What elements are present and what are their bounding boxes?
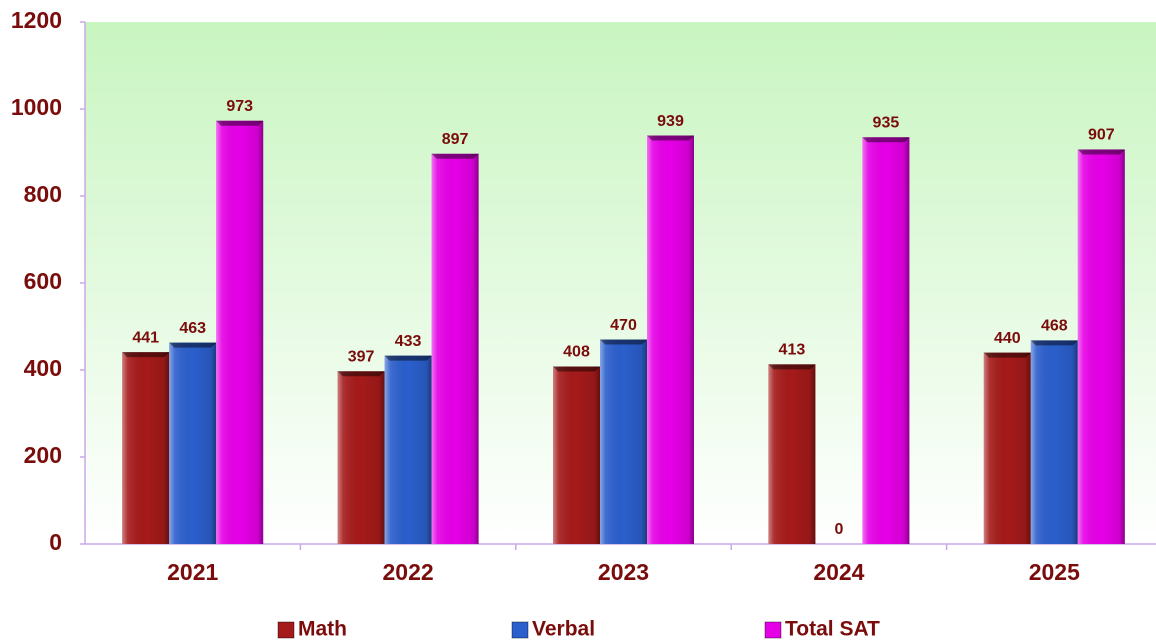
- data-label: 441: [132, 329, 159, 346]
- legend-swatch: [764, 621, 782, 639]
- x-tick-label: 2022: [383, 559, 434, 585]
- bar-cap: [1030, 340, 1078, 346]
- bar-shine: [1077, 149, 1125, 544]
- bar-cap: [1077, 149, 1125, 155]
- data-label: 973: [226, 98, 253, 115]
- data-label: 408: [563, 344, 590, 361]
- data-label: 0: [834, 521, 843, 538]
- bar-shine: [1030, 340, 1078, 544]
- bar-shine: [647, 135, 694, 544]
- legend-label: Verbal: [532, 618, 595, 640]
- x-tick-label: 2024: [813, 559, 864, 585]
- y-tick-label: 600: [24, 268, 62, 294]
- data-label: 413: [779, 342, 806, 359]
- y-tick-label: 800: [24, 181, 62, 207]
- data-label: 433: [395, 333, 422, 350]
- bar-cap: [122, 352, 170, 358]
- legend-label: Math: [298, 618, 347, 640]
- data-label: 397: [348, 349, 375, 366]
- data-label: 939: [657, 113, 684, 130]
- bar-cap: [600, 339, 647, 345]
- legend-swatch: [277, 621, 295, 639]
- bar-cap: [169, 342, 217, 348]
- bar-cap: [647, 135, 694, 141]
- y-tick-label: 200: [24, 442, 62, 468]
- bar-cap: [216, 120, 264, 126]
- bar-shine: [553, 366, 600, 544]
- y-tick-label: 1200: [11, 7, 62, 33]
- bar-shine: [216, 120, 264, 545]
- x-tick-label: 2025: [1029, 559, 1080, 585]
- bar-shine: [983, 352, 1031, 544]
- bar-shine: [768, 364, 816, 544]
- bar-shine: [169, 342, 217, 544]
- legend-swatch: [511, 621, 529, 639]
- bar-shine: [337, 371, 385, 544]
- bar-cap: [337, 371, 385, 377]
- data-label: 935: [873, 114, 900, 131]
- bar-shine: [384, 355, 432, 544]
- bar-cap: [431, 153, 479, 159]
- legend-label: Total SAT: [785, 618, 880, 640]
- bar-cap: [384, 355, 432, 361]
- data-label: 470: [610, 317, 637, 334]
- bar-cap: [862, 137, 910, 143]
- data-label: 907: [1088, 127, 1115, 144]
- data-label: 440: [994, 330, 1021, 347]
- y-tick-label: 0: [49, 529, 62, 555]
- bar-shine: [862, 137, 910, 544]
- x-tick-label: 2023: [598, 559, 649, 585]
- y-tick-label: 1000: [11, 94, 62, 120]
- data-label: 468: [1041, 318, 1068, 335]
- y-tick-label: 400: [24, 355, 62, 381]
- bar-cap: [553, 366, 600, 372]
- bar-shine: [122, 352, 170, 544]
- data-label: 897: [442, 131, 469, 148]
- bar-shine: [431, 153, 479, 544]
- bar-cap: [983, 352, 1031, 358]
- data-label: 463: [179, 320, 206, 337]
- x-tick-label: 2021: [167, 559, 218, 585]
- bar-cap: [768, 364, 816, 370]
- bar-shine: [600, 339, 647, 544]
